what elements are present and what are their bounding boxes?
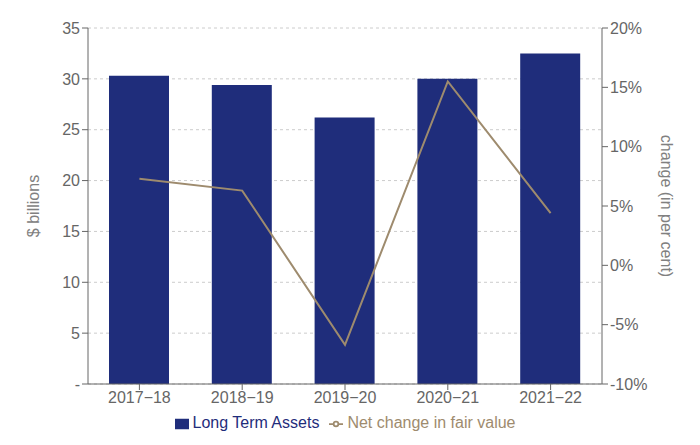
html-text:Long Term Assets: Long Term Assets [192, 414, 320, 431]
svg-text:35: 35 [62, 20, 80, 37]
svg-text:2019−20: 2019−20 [314, 389, 377, 406]
html-text:Net change in fair value: Net change in fair value [347, 414, 516, 431]
svg-text:30: 30 [62, 71, 80, 88]
svg-text:5: 5 [71, 325, 80, 342]
svg-text:-5%: -5% [610, 316, 638, 333]
svg-text:-10%: -10% [610, 376, 647, 393]
svg-text:20%: 20% [610, 20, 642, 37]
svg-text:10: 10 [62, 274, 80, 291]
svg-text:2021−22: 2021−22 [519, 389, 582, 406]
svg-text:15%: 15% [610, 79, 642, 96]
svg-text:2017−18: 2017−18 [108, 389, 171, 406]
svg-text:change (in per cent): change (in per cent) [658, 135, 675, 277]
svg-text:10%: 10% [610, 138, 642, 155]
svg-text:5%: 5% [610, 198, 633, 215]
svg-text:0%: 0% [610, 257, 633, 274]
svg-text:2018−19: 2018−19 [211, 389, 274, 406]
svg-text:2020−21: 2020−21 [416, 389, 479, 406]
svg-text:15: 15 [62, 223, 80, 240]
svg-text:-: - [75, 376, 80, 393]
svg-text:20: 20 [62, 172, 80, 189]
svg-text:25: 25 [62, 121, 80, 138]
svg-text:$ billions: $ billions [25, 175, 42, 237]
